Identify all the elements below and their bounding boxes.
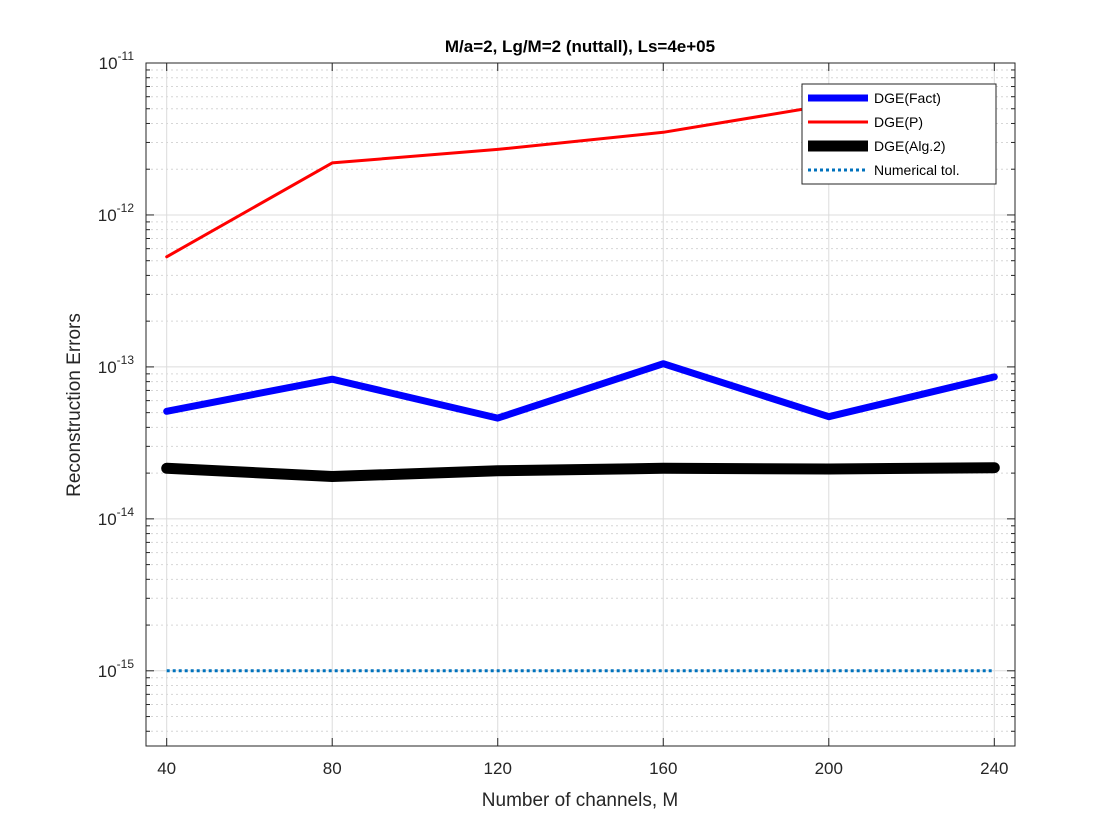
series-line-2 xyxy=(161,462,1000,482)
axes xyxy=(145,62,1016,747)
legend-label: Numerical tol. xyxy=(874,162,960,178)
chart-title: M/a=2, Lg/M=2 (nuttall), Ls=4e+05 xyxy=(445,37,715,56)
x-tick-label: 120 xyxy=(484,759,512,778)
y-tick-label: 10-12 xyxy=(98,201,135,225)
y-axis-label: Reconstruction Errors xyxy=(64,313,85,497)
x-tick-label: 200 xyxy=(815,759,843,778)
x-tick-label: 40 xyxy=(157,759,176,778)
x-tick-label: 160 xyxy=(649,759,677,778)
y-tick-label: 10-15 xyxy=(98,657,135,681)
x-tick-label: 240 xyxy=(980,759,1008,778)
legend-label: DGE(Alg.2) xyxy=(874,138,946,154)
axes-box xyxy=(145,62,1016,747)
y-tick-label: 10-13 xyxy=(98,353,135,377)
legend-label: DGE(Fact) xyxy=(874,90,941,106)
x-axis-label: Number of channels, M xyxy=(482,790,678,811)
tick-labels: 40 80 120 160 200 240 10-11 10-12 10-13 10-14 10-1… xyxy=(98,49,1009,778)
series-line-0 xyxy=(163,360,998,422)
x-tick-label: 80 xyxy=(323,759,342,778)
grid xyxy=(146,62,1015,746)
y-tick-label: 10-11 xyxy=(99,49,135,73)
legend: DGE(Fact) DGE(P) DGE(Alg.2) Numerical tol. xyxy=(801,83,997,185)
y-tick-label: 10-14 xyxy=(98,505,135,529)
legend-label: DGE(P) xyxy=(874,114,923,130)
